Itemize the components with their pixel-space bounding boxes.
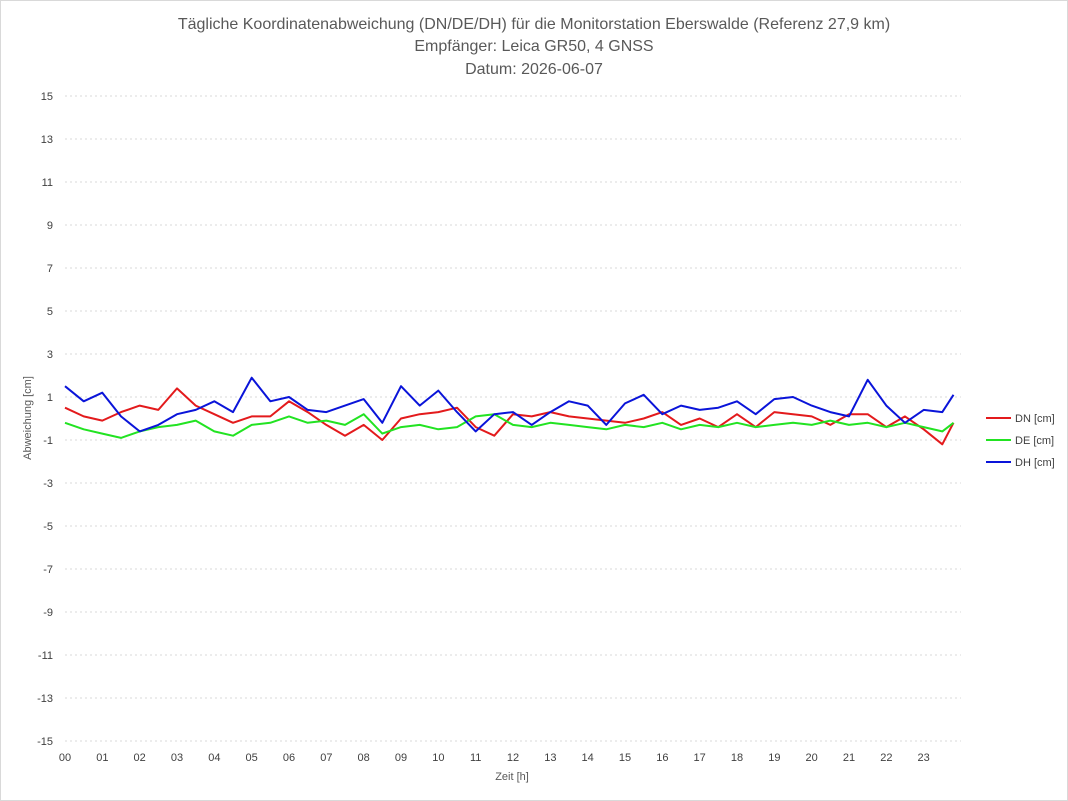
chart-title-line-1: Tägliche Koordinatenabweichung (DN/DE/DH…	[178, 16, 890, 33]
x-tick-label: 09	[395, 752, 407, 764]
grid-lines	[65, 95, 961, 742]
x-axis-ticks: 00 01 02 03 04 05 06 07 08 09 10 11 12 13 14 15 16 17 18 19…	[59, 752, 930, 764]
x-tick-label: 15	[619, 752, 631, 764]
x-tick-label: 05	[246, 752, 258, 764]
x-tick-label: 03	[171, 752, 183, 764]
series-line	[64, 376, 955, 433]
y-tick-label: 7	[47, 263, 53, 275]
x-tick-label: 20	[806, 752, 818, 764]
y-tick-label: -7	[43, 564, 53, 576]
x-tick-label: 18	[731, 752, 743, 764]
y-tick-label: 3	[47, 349, 53, 361]
x-tick-label: 23	[918, 752, 930, 764]
x-tick-label: 07	[320, 752, 332, 764]
chart-title-line-2: Empfänger: Leica GR50, 4 GNSS	[414, 38, 653, 55]
x-tick-label: 16	[656, 752, 668, 764]
y-tick-label: 13	[41, 134, 53, 146]
y-tick-label: -15	[37, 736, 53, 748]
y-tick-label: -11	[38, 650, 53, 662]
y-tick-label: -13	[37, 693, 53, 705]
legend-label: DE [cm]	[1015, 435, 1054, 447]
y-tick-label: 11	[42, 177, 53, 189]
x-axis-title: Zeit [h]	[495, 771, 529, 783]
x-tick-label: 06	[283, 752, 295, 764]
y-axis-title: Abweichung [cm]	[22, 376, 34, 460]
y-axis-ticks: 15 13 11 9 7 5 3 1 -1 -3 -5 -7 -9 -11 -13 -15	[37, 91, 53, 748]
legend-label: DN [cm]	[1015, 413, 1055, 425]
legend: DN [cm] DE [cm] DH [cm]	[986, 413, 1055, 469]
x-tick-label: 10	[432, 752, 444, 764]
x-tick-label: 13	[544, 752, 556, 764]
x-tick-label: 21	[843, 752, 855, 764]
x-tick-label: 19	[768, 752, 780, 764]
y-tick-label: 15	[41, 91, 53, 103]
y-tick-label: -1	[43, 435, 53, 447]
series-lines	[64, 376, 955, 446]
series-line	[64, 387, 955, 446]
x-tick-label: 11	[470, 752, 481, 764]
x-tick-label: 17	[694, 752, 706, 764]
x-tick-label: 02	[134, 752, 146, 764]
legend-label: DH [cm]	[1015, 457, 1055, 469]
x-tick-label: 22	[880, 752, 892, 764]
y-tick-label: -3	[43, 478, 53, 490]
y-tick-label: 5	[47, 306, 53, 318]
x-tick-label: 01	[96, 752, 108, 764]
y-tick-label: 1	[47, 392, 53, 404]
x-tick-label: 14	[582, 752, 594, 764]
x-tick-label: 08	[358, 752, 370, 764]
x-tick-label: 00	[59, 752, 71, 764]
y-tick-label: -9	[43, 607, 53, 619]
chart-title-line-3: Datum: 2026-06-07	[465, 61, 603, 78]
y-tick-label: -5	[43, 521, 53, 533]
x-tick-label: 12	[507, 752, 519, 764]
y-tick-label: 9	[47, 220, 53, 232]
x-tick-label: 04	[208, 752, 220, 764]
series-line	[64, 413, 955, 439]
